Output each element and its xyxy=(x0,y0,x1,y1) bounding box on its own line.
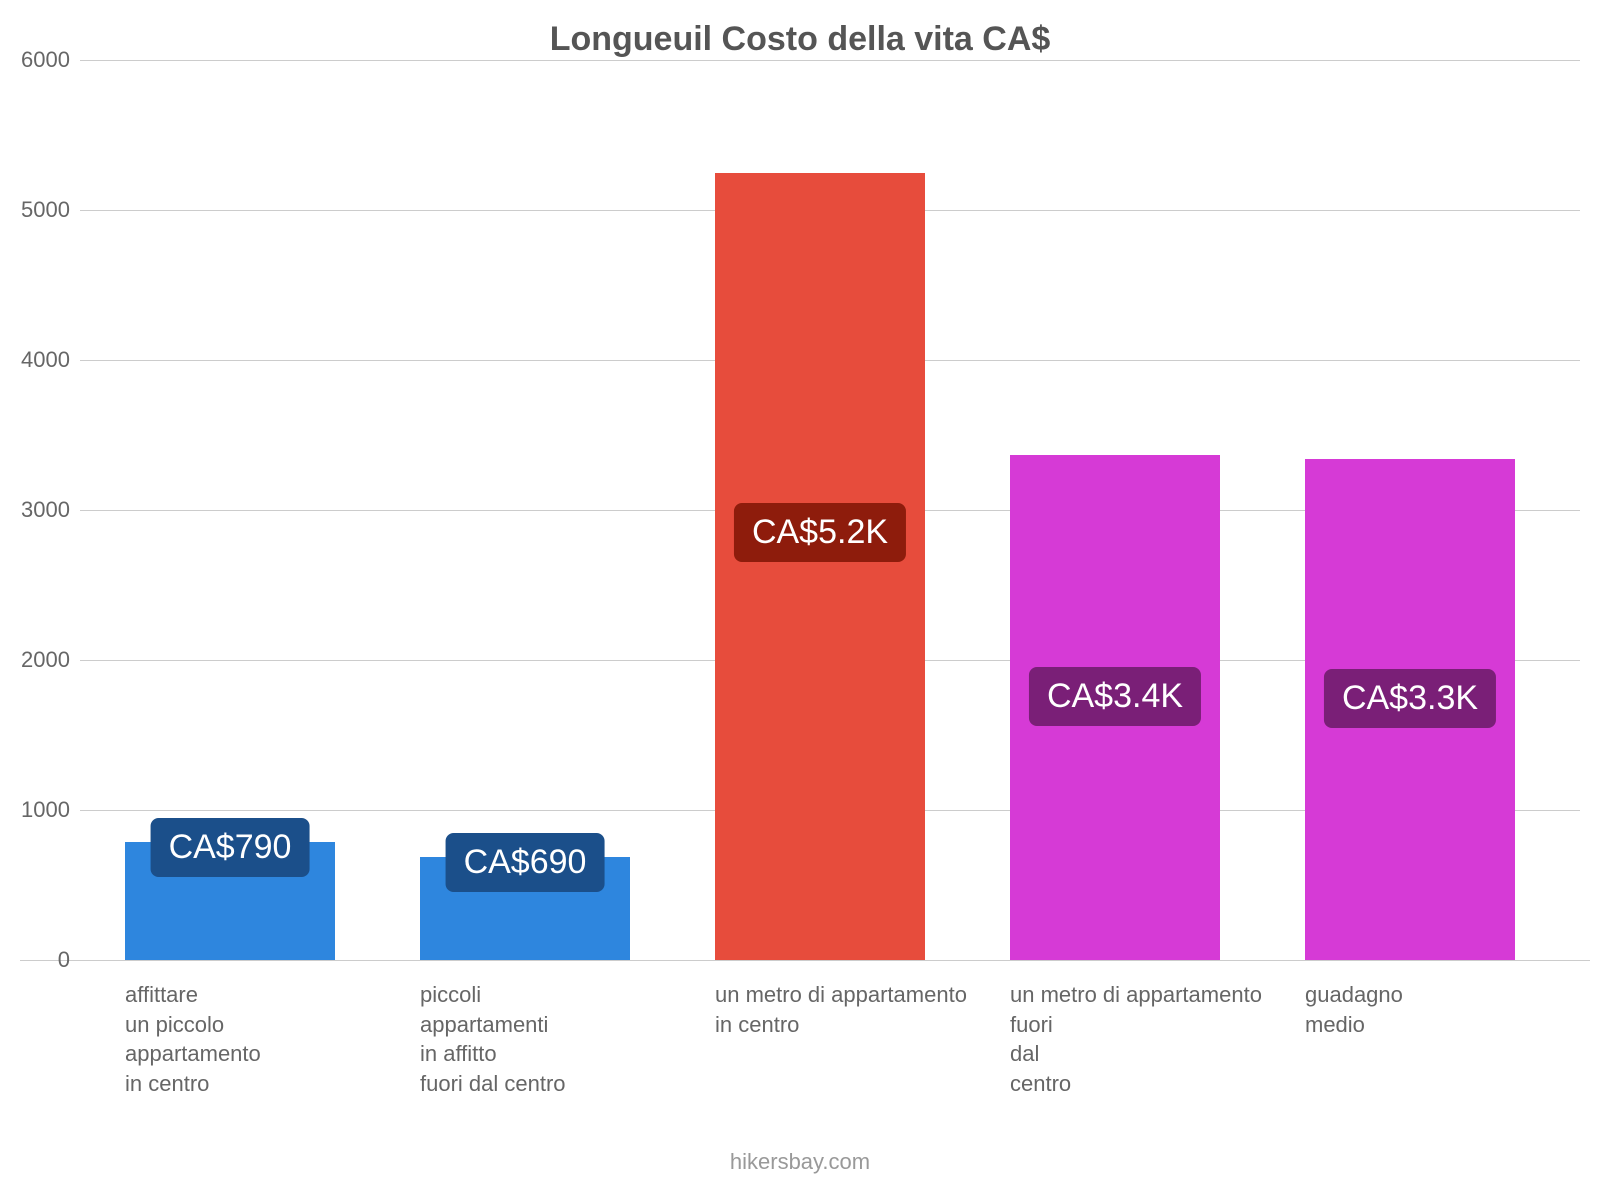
x-category-label: affittare un piccolo appartamento in cen… xyxy=(125,980,261,1099)
bar-value-label: CA$690 xyxy=(446,833,605,892)
bar-value-label: CA$3.3K xyxy=(1324,669,1496,728)
attribution-text: hikersbay.com xyxy=(0,1149,1600,1175)
bar-value-label: CA$3.4K xyxy=(1029,667,1201,726)
x-category-label: un metro di appartamento in centro xyxy=(715,980,967,1039)
y-tick-label: 3000 xyxy=(10,497,70,523)
y-tick-label: 2000 xyxy=(10,647,70,673)
baseline xyxy=(20,960,1590,961)
chart-title: Longueuil Costo della vita CA$ xyxy=(0,20,1600,59)
y-tick-label: 4000 xyxy=(10,347,70,373)
bar-value-label: CA$790 xyxy=(151,818,310,877)
y-tick-label: 0 xyxy=(10,947,70,973)
chart-container: Longueuil Costo della vita CA$ 0 1000 2000… xyxy=(0,0,1600,1200)
y-tick-label: 1000 xyxy=(10,797,70,823)
gridline xyxy=(80,60,1580,61)
x-category-label: un metro di appartamento fuori dal centr… xyxy=(1010,980,1262,1099)
bar-value-label: CA$5.2K xyxy=(734,503,906,562)
y-tick-label: 6000 xyxy=(10,47,70,73)
x-category-label: guadagno medio xyxy=(1305,980,1403,1039)
y-tick-label: 5000 xyxy=(10,197,70,223)
x-category-label: piccoli appartamenti in affitto fuori da… xyxy=(420,980,566,1099)
bar xyxy=(715,173,925,961)
